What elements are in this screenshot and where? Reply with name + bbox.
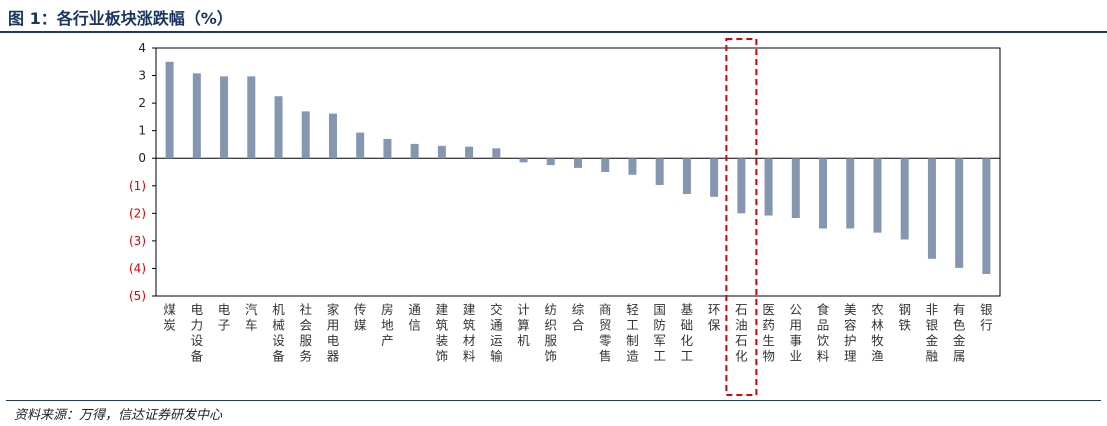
category-label: 环保 (708, 302, 721, 333)
figure-header: 图 1：各行业板块涨跌幅（%） (0, 0, 1107, 34)
y-axis-ticks: 4 3 2 1 0 (1) (2) (3) (4) (5) (129, 41, 156, 303)
bar-轻工制造 (628, 158, 637, 175)
bar-国防军工 (655, 158, 664, 185)
bar-通信 (410, 143, 419, 159)
category-label: 有色金属 (953, 302, 966, 364)
category-label: 食品饮料 (817, 302, 830, 364)
category-label: 机械设备 (272, 302, 285, 364)
highlight-layer (725, 38, 758, 396)
bar-房地产 (383, 138, 392, 159)
bar-纺织服饰 (546, 158, 555, 166)
footer-rule (6, 400, 1101, 401)
bar-建筑材料 (465, 146, 474, 159)
bar-农林牧渔 (873, 158, 882, 233)
plot-frame-layer (155, 47, 1001, 297)
bar-医药生物 (764, 158, 773, 216)
bar-综合 (574, 158, 582, 168)
bar-家用电器 (328, 113, 337, 159)
bar-钢铁 (900, 158, 909, 240)
y-tick-label: 0 (138, 151, 146, 165)
category-label: 计算机 (517, 302, 530, 348)
y-tick-label: 2 (138, 96, 146, 110)
header-rule (0, 31, 1107, 33)
bar-电力设备 (192, 73, 201, 159)
bar-机械设备 (274, 96, 283, 159)
category-label: 农林牧渔 (871, 302, 884, 364)
y-tick-label: 4 (138, 41, 146, 55)
category-label: 建筑材料 (463, 302, 476, 364)
category-label: 银行 (980, 302, 993, 333)
y-tick-label: (2) (129, 206, 146, 220)
category-label: 商贸零售 (599, 302, 612, 364)
bar-食品饮料 (819, 158, 828, 229)
figure-title: 图 1：各行业板块涨跌幅（%） (8, 9, 233, 28)
category-label: 公用事业 (790, 302, 803, 364)
category-label: 轻工制造 (626, 302, 639, 364)
y-tick-label: (4) (129, 261, 146, 275)
y-tick-label: 1 (138, 124, 146, 138)
bar-公用事业 (791, 158, 800, 219)
category-label: 传媒 (354, 302, 367, 333)
bar-基础化工 (682, 158, 691, 195)
category-label: 房地产 (381, 302, 394, 348)
category-label: 纺织服饰 (545, 302, 558, 364)
category-label: 建筑装饰 (436, 302, 449, 364)
bar-计算机 (519, 158, 528, 163)
category-label: 家用电器 (327, 302, 340, 364)
bar-series (165, 61, 991, 274)
bar-有色金属 (955, 158, 964, 268)
bar-交通运输 (492, 148, 501, 159)
bar-环保 (710, 158, 719, 197)
category-label: 交通运输 (490, 302, 503, 364)
category-label: 综合 (572, 302, 585, 333)
category-label: 国防军工 (653, 302, 666, 364)
category-label: 煤炭 (163, 302, 176, 333)
bar-石油石化 (737, 158, 746, 214)
category-label: 社会服务 (299, 302, 312, 364)
category-label: 电子 (218, 302, 231, 333)
bar-社会服务 (301, 111, 310, 159)
bar-建筑装饰 (437, 145, 446, 159)
highlight-dashed-box (725, 38, 758, 396)
bar-煤炭 (165, 61, 174, 159)
bar-电子 (220, 76, 229, 159)
bar-传媒 (356, 132, 365, 159)
category-label: 钢铁 (898, 302, 911, 333)
y-tick-label: 3 (138, 69, 146, 83)
source-note: 资料来源：万得，信达证券研发中心 (14, 408, 223, 423)
category-label: 基础化工 (681, 302, 694, 364)
category-label: 非银金融 (926, 302, 939, 364)
plot-area-border (155, 47, 1001, 297)
bar-银行 (982, 158, 991, 274)
y-tick-label: (1) (129, 179, 146, 193)
bar-商贸零售 (601, 158, 610, 172)
bar-美容护理 (846, 158, 855, 229)
category-label: 美容护理 (844, 302, 857, 364)
category-label: 汽车 (245, 302, 258, 333)
category-label: 石油石化 (735, 302, 748, 364)
category-label: 通信 (408, 302, 421, 333)
category-label: 电力设备 (191, 302, 204, 364)
y-tick-label: (5) (129, 289, 146, 303)
bar-汽车 (247, 76, 256, 159)
bar-非银金融 (927, 158, 936, 259)
y-tick-label: (3) (129, 234, 146, 248)
category-label: 医药生物 (762, 302, 775, 364)
